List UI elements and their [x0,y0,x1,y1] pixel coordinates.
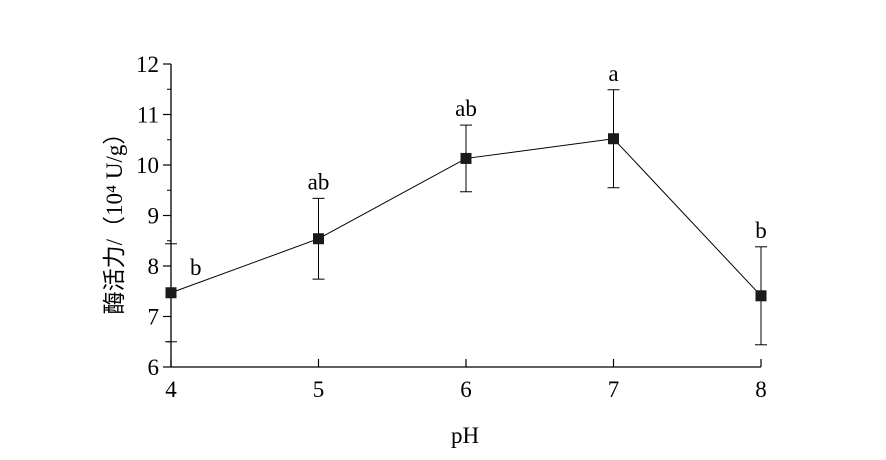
x-tick-label: 4 [165,377,177,402]
y-tick-label: 8 [148,254,160,279]
y-tick-label: 7 [148,305,160,330]
markers [165,133,767,302]
error-bars [165,89,767,346]
y-tick-label: 10 [136,153,159,178]
x-tick-label: 6 [460,377,472,402]
y-tick-label: 6 [148,355,160,380]
x-axis-label: pH [451,423,479,448]
x-tick-label: 8 [755,377,767,402]
y-axis-label: 酶活力/（10⁴ U/g） [102,122,127,315]
data-point [313,233,324,245]
significance-label: b [755,218,767,243]
ticks: 6 7 8 9 10 11 12 4 5 6 7 8 [136,52,767,402]
significance-label: a [608,61,618,86]
data-point [460,152,472,164]
data-point [608,133,619,145]
significance-label: b [190,255,202,280]
x-tick-label: 7 [608,377,620,402]
significance-label: ab [308,169,330,194]
data-point [755,290,767,302]
significance-label: ab [455,96,477,121]
y-tick-label: 12 [136,52,159,77]
x-tick-label: 5 [313,377,325,402]
y-tick-label: 9 [148,204,160,229]
y-tick-label: 11 [137,103,159,128]
data-point [165,287,177,299]
